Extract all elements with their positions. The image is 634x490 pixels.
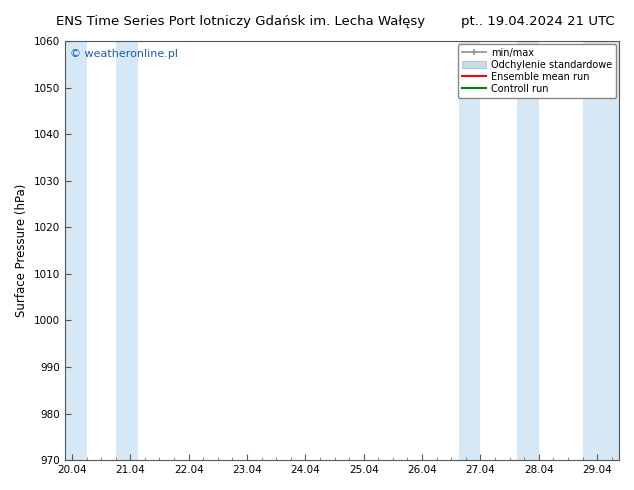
Text: pt.. 19.04.2024 21 UTC: pt.. 19.04.2024 21 UTC xyxy=(462,15,615,28)
Y-axis label: Surface Pressure (hPa): Surface Pressure (hPa) xyxy=(15,184,28,318)
Text: © weatheronline.pl: © weatheronline.pl xyxy=(70,49,178,59)
Bar xyxy=(458,41,481,460)
Bar xyxy=(65,41,87,460)
Legend: min/max, Odchylenie standardowe, Ensemble mean run, Controll run: min/max, Odchylenie standardowe, Ensembl… xyxy=(458,44,616,98)
Bar xyxy=(583,41,619,460)
Text: ENS Time Series Port lotniczy Gdańsk im. Lecha Wałęsy: ENS Time Series Port lotniczy Gdańsk im.… xyxy=(56,15,425,28)
Bar xyxy=(116,41,138,460)
Bar xyxy=(517,41,539,460)
